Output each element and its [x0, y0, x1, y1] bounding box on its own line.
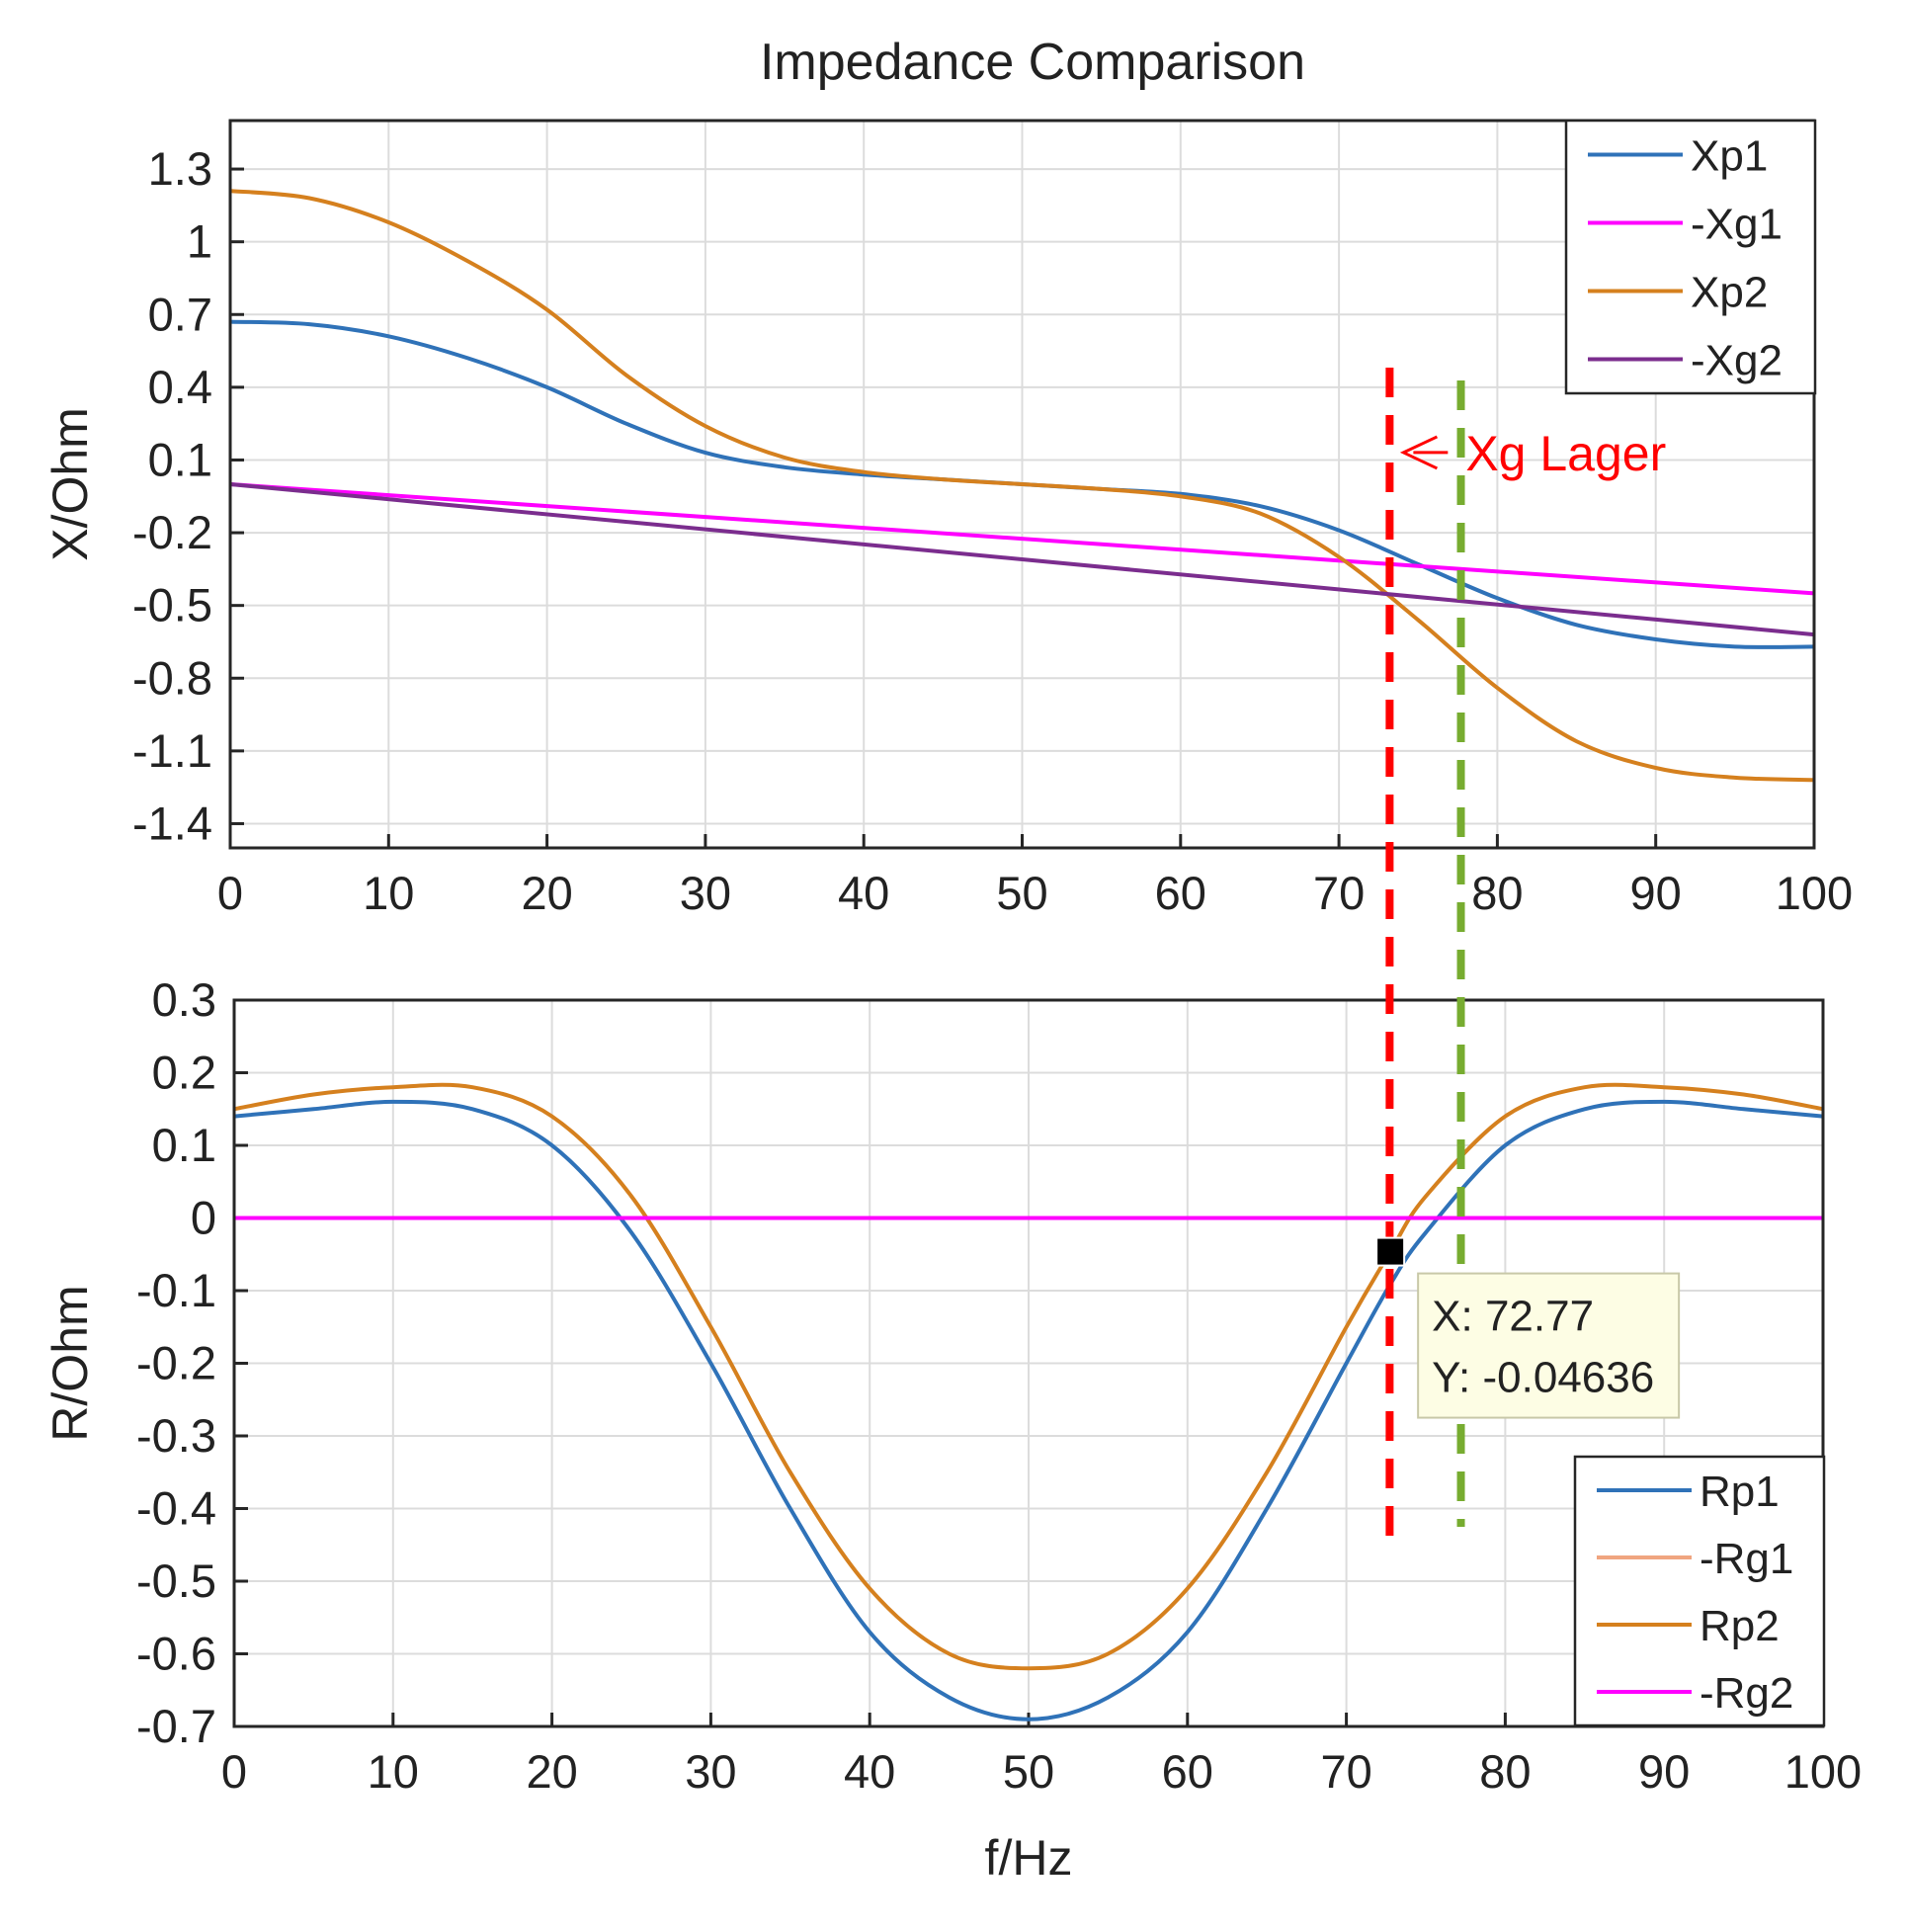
top-x-tick-label: 10	[363, 867, 414, 919]
bottom-y-tick-label: -0.4	[136, 1482, 216, 1535]
bottom-y-tick-label: -0.3	[136, 1409, 216, 1462]
bottom-y-tick-label: -0.6	[136, 1628, 216, 1680]
bottom-x-tick-label: 10	[368, 1745, 419, 1798]
bottom-x-tick-label: 80	[1479, 1745, 1531, 1798]
datatip-box	[1417, 1272, 1681, 1419]
top-series-xg1	[229, 482, 1815, 596]
bottom-y-tick-label: 0.3	[152, 973, 216, 1026]
top-y-tick-label: -1.4	[132, 797, 212, 849]
xg-lager-label: Xg Lager	[1465, 426, 1666, 481]
top-legend-label: Xp2	[1691, 269, 1768, 317]
top-legend-box	[1564, 119, 1817, 395]
bottom-axes-frame	[232, 998, 1825, 1728]
top-y-axis-label: X/Ohm	[42, 407, 98, 561]
top-series-xp2	[229, 189, 1815, 783]
top-y-tick-label: -0.2	[132, 506, 212, 558]
top-x-tick-label: 100	[1776, 867, 1853, 919]
bottom-legend-label: Rp1	[1700, 1468, 1780, 1516]
bottom-y-tick-label: 0	[191, 1192, 216, 1244]
datatip-marker	[1375, 1236, 1406, 1267]
bottom-legend-box	[1573, 1455, 1826, 1727]
bottom-x-tick-label: 0	[221, 1745, 247, 1798]
top-x-tick-label: 90	[1630, 867, 1682, 919]
bottom-y-tick-label: -0.1	[136, 1264, 216, 1316]
bottom-x-tick-label: 90	[1638, 1745, 1690, 1798]
bottom-x-tick-label: 60	[1162, 1745, 1213, 1798]
bottom-y-tick-label: -0.5	[136, 1554, 216, 1607]
top-legend-label: Xp1	[1691, 132, 1768, 181]
bottom-series-rp2	[233, 1082, 1824, 1671]
bottom-x-tick-label: 20	[526, 1745, 577, 1798]
bottom-x-axis-label: f/Hz	[985, 1830, 1073, 1886]
xg-lager-arrow-head	[1399, 435, 1439, 470]
top-y-tick-label: 1.3	[148, 142, 212, 195]
top-y-tick-label: 0.1	[148, 433, 212, 485]
datatip-y-value: Y: -0.04636	[1432, 1354, 1654, 1402]
top-series-xg2	[229, 482, 1815, 637]
bottom-x-tick-label: 40	[844, 1745, 895, 1798]
top-x-tick-label: 30	[680, 867, 731, 919]
bottom-x-tick-label: 70	[1320, 1745, 1371, 1798]
bottom-x-tick-label: 50	[1003, 1745, 1054, 1798]
bottom-x-tick-label: 100	[1784, 1745, 1862, 1798]
bottom-legend-label: -Rg2	[1700, 1669, 1793, 1718]
bottom-series-rp1	[233, 1099, 1824, 1722]
bottom-y-tick-label: -0.2	[136, 1337, 216, 1389]
bottom-legend-label: Rp2	[1700, 1602, 1780, 1650]
top-x-tick-label: 50	[996, 867, 1047, 919]
top-x-tick-label: 0	[217, 867, 243, 919]
chart-title: Impedance Comparison	[760, 34, 1305, 91]
top-y-tick-label: 0.4	[148, 361, 212, 413]
bottom-y-axis-label: R/Ohm	[42, 1285, 98, 1441]
top-x-tick-label: 40	[838, 867, 889, 919]
top-x-tick-label: 60	[1155, 867, 1206, 919]
top-x-tick-label: 20	[521, 867, 572, 919]
bottom-y-tick-label: 0.1	[152, 1119, 216, 1171]
bottom-legend-label: -Rg1	[1700, 1535, 1793, 1583]
top-legend-label: -Xg1	[1691, 201, 1783, 249]
top-y-tick-label: 1	[187, 215, 212, 268]
top-y-tick-label: 0.7	[148, 288, 212, 340]
top-x-tick-label: 80	[1471, 867, 1523, 919]
top-y-tick-label: -0.8	[132, 651, 212, 704]
top-legend-label: -Xg2	[1691, 337, 1783, 385]
bottom-y-tick-label: 0.2	[152, 1047, 216, 1099]
bottom-y-tick-label: -0.7	[136, 1700, 216, 1752]
top-y-tick-label: -0.5	[132, 579, 212, 631]
top-axes-frame	[228, 119, 1816, 850]
datatip-x-value: X: 72.77	[1432, 1293, 1594, 1341]
top-x-tick-label: 70	[1313, 867, 1365, 919]
bottom-x-tick-label: 30	[685, 1745, 736, 1798]
top-y-tick-label: -1.1	[132, 724, 212, 777]
